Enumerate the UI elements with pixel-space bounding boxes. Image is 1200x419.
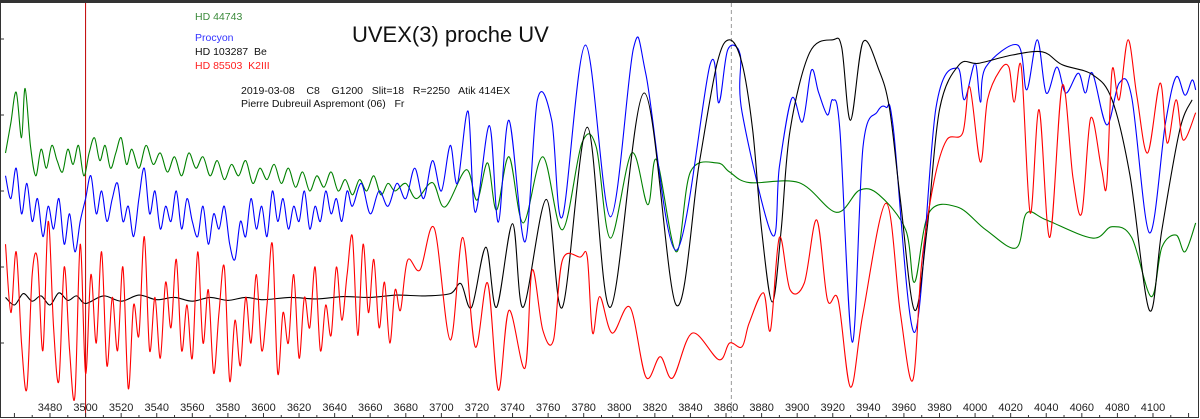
x-tick-label: 4000 <box>963 402 987 414</box>
x-tick-label: 4100 <box>1141 402 1165 414</box>
chart-title: UVEX(3) proche UV <box>352 22 549 47</box>
x-tick-label: 3500 <box>73 402 97 414</box>
x-tick-label: 3640 <box>322 402 346 414</box>
x-tick-label: 3840 <box>678 402 702 414</box>
x-tick-label: 3540 <box>144 402 168 414</box>
x-tick-label: 3600 <box>251 402 275 414</box>
x-tick-label: 3680 <box>394 402 418 414</box>
observer-info: Pierre Dubreuil Aspremont (06) Fr <box>241 98 405 110</box>
x-tick-label: 3520 <box>109 402 133 414</box>
series-line-procyon <box>4 36 1197 343</box>
legend-hd85503: HD 85503 K2III <box>195 60 270 72</box>
x-tick-label: 4040 <box>1034 402 1058 414</box>
x-tick-label: 3580 <box>216 402 240 414</box>
x-tick-label: 3620 <box>287 402 311 414</box>
x-tick-label: 4080 <box>1105 402 1129 414</box>
x-tick-label: 3720 <box>465 402 489 414</box>
x-tick-label: 3860 <box>714 402 738 414</box>
observation-info: 2019-03-08 C8 G1200 Slit=18 R=2250 Atik … <box>241 85 511 97</box>
x-tick-label: 4020 <box>998 402 1022 414</box>
legend-hd44743: HD 44743 <box>195 11 243 23</box>
x-tick-label: 3780 <box>571 402 595 414</box>
top-border <box>0 0 1200 3</box>
legend-procyon: Procyon <box>195 32 234 44</box>
x-tick-label: 3740 <box>500 402 524 414</box>
x-tick-label: 3900 <box>785 402 809 414</box>
x-tick-label: 3760 <box>536 402 560 414</box>
x-tick-label: 3920 <box>821 402 845 414</box>
x-tick-label: 3480 <box>38 402 62 414</box>
x-tick-label: 4060 <box>1070 402 1094 414</box>
series-line-hd-44743 <box>4 87 1197 298</box>
x-tick-label: 3700 <box>429 402 453 414</box>
x-tick-label: 3560 <box>180 402 204 414</box>
legend-hd103287: HD 103287 Be <box>195 46 267 58</box>
x-tick-label: 3960 <box>892 402 916 414</box>
series-line-hd-85503-k2iii <box>4 39 1197 401</box>
x-tick-label: 3800 <box>607 402 631 414</box>
x-tick-label: 3660 <box>358 402 382 414</box>
x-tick-label: 3980 <box>927 402 951 414</box>
x-tick-label: 3820 <box>643 402 667 414</box>
series-line-hd-103287-be <box>5 37 1193 312</box>
x-tick-label: 3940 <box>856 402 880 414</box>
x-tick-label: 3880 <box>749 402 773 414</box>
